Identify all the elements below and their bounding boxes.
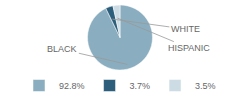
svg-text:HISPANIC: HISPANIC [168, 43, 210, 53]
svg-text:92.8%: 92.8% [59, 81, 85, 91]
svg-text:BLACK: BLACK [47, 44, 77, 54]
svg-text:WHITE: WHITE [171, 24, 200, 34]
svg-text:3.7%: 3.7% [130, 81, 151, 91]
svg-text:3.5%: 3.5% [195, 81, 216, 91]
